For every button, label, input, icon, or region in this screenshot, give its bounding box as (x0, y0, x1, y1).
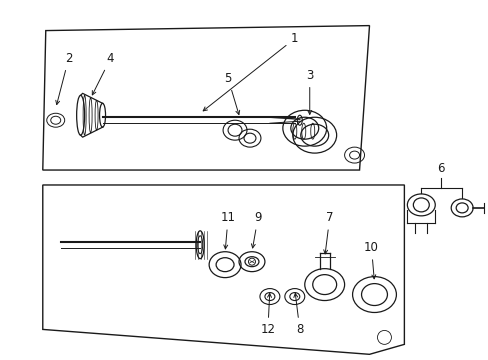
Text: 3: 3 (305, 69, 313, 114)
Text: 8: 8 (293, 293, 303, 336)
Text: 1: 1 (203, 32, 298, 111)
Text: 9: 9 (251, 211, 261, 248)
Text: 11: 11 (220, 211, 235, 249)
Text: 6: 6 (437, 162, 444, 175)
Text: 2: 2 (56, 52, 72, 104)
Text: 4: 4 (92, 52, 114, 95)
Text: 10: 10 (364, 241, 378, 279)
Text: 7: 7 (323, 211, 333, 254)
Circle shape (248, 258, 255, 265)
Text: 12: 12 (260, 293, 275, 336)
Text: 5: 5 (224, 72, 239, 114)
